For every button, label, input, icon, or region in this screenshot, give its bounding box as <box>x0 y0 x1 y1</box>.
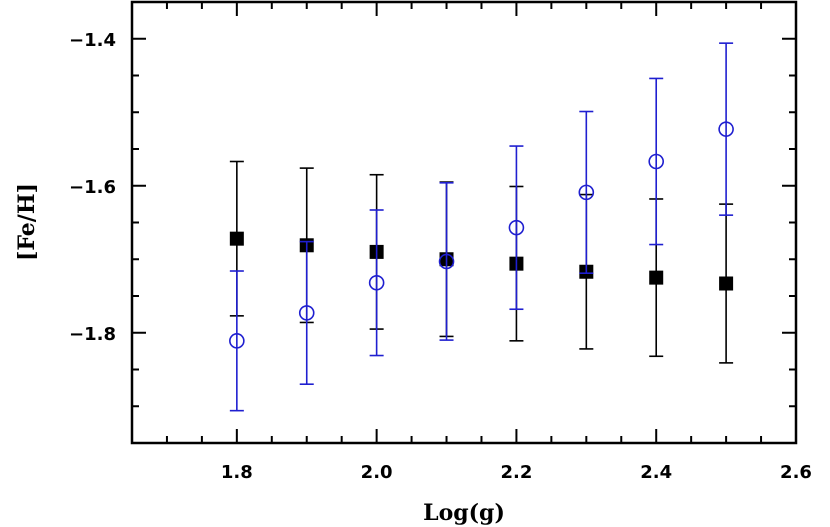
data-point-circle <box>368 274 385 291</box>
y-axis-label: [Fe/H] <box>14 183 40 261</box>
data-point-circle <box>298 305 315 321</box>
axis-ticks <box>131 1 797 444</box>
series-1 <box>229 160 734 364</box>
series-2 <box>229 42 734 412</box>
x-tick-label: 2.4 <box>640 462 672 483</box>
x-tick-label: 2.0 <box>361 462 393 483</box>
y-tick-label: −1.8 <box>69 324 116 345</box>
data-point-circle <box>508 219 525 236</box>
y-tick-label: −1.6 <box>69 177 116 198</box>
data-point-circle <box>648 153 665 170</box>
x-tick-label: 1.8 <box>221 462 253 483</box>
x-tick-labels: 1.8 2.0 2.2 2.4 2.6 <box>221 462 812 483</box>
x-tick-label: 2.6 <box>780 462 812 483</box>
data-point-circle <box>229 333 245 349</box>
y-tick-labels: −1.8 −1.6 −1.4 <box>69 30 116 345</box>
plot-frame <box>130 0 798 445</box>
data-point-square <box>719 276 734 291</box>
data-point-circle <box>578 184 595 201</box>
data-point-square <box>229 231 244 246</box>
series-layer <box>229 42 734 412</box>
data-point-square <box>649 270 664 285</box>
y-tick-label: −1.4 <box>69 30 116 51</box>
x-tick-label: 2.2 <box>500 462 532 483</box>
x-axis-label: Log(g) <box>423 500 505 526</box>
data-point-circle <box>718 121 734 137</box>
data-point-circle <box>438 253 455 270</box>
